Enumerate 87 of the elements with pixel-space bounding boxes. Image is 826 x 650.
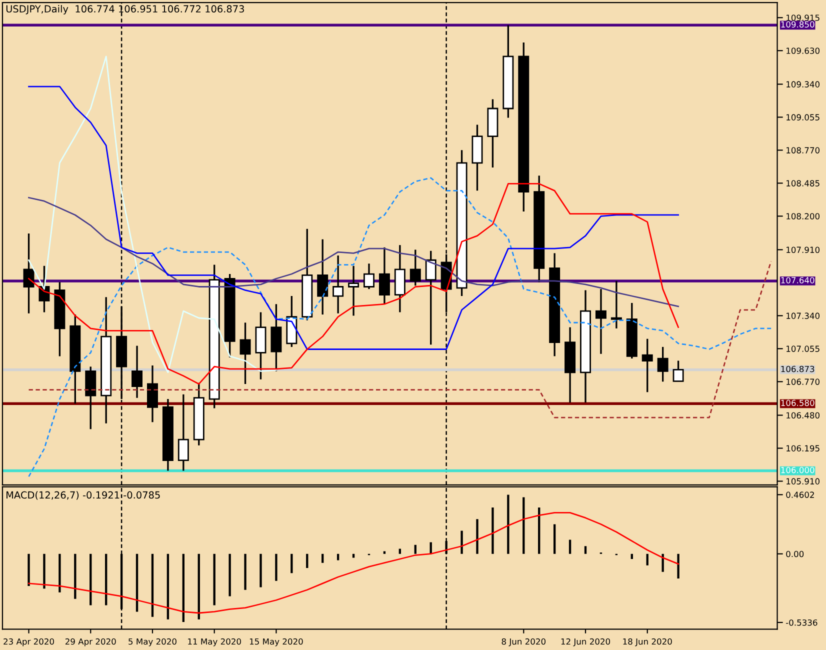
candlestick [240,322,251,385]
y-tick-label: 108.485 [786,180,820,186]
ref-line-label: 106.873 [781,366,814,372]
candlestick [178,394,189,472]
bar [677,554,680,579]
line-series [28,86,679,350]
x-tick-label: 11 May 2020 [188,638,241,646]
y-tick-label: 106.480 [786,412,820,419]
bar [228,554,231,596]
x-tick-label: 29 Apr 2020 [65,638,116,646]
y-tick-label: 107.055 [786,346,820,352]
x-tick-label: 18 Jun 2020 [623,638,672,646]
candlestick [317,238,328,316]
bar [198,554,200,620]
bar [460,530,463,554]
y-tick-label: 0.4602 [786,492,814,498]
line-series [28,196,679,308]
bar [398,548,402,554]
candlestick [332,254,344,314]
y-tick-label: 108.200 [786,213,820,220]
bar [275,554,278,581]
bar [538,508,540,554]
candlestick [147,364,158,423]
y-tick-label: 109.055 [786,114,820,120]
candlestick [378,246,390,305]
ref-line-label: 106.000 [781,466,814,474]
y-tick-label: 107.340 [786,312,820,319]
y-tick-label: 109.915 [786,14,820,21]
x-tick-label: 5 May 2020 [128,638,176,646]
bar [260,554,262,588]
candlestick [23,232,34,314]
bar [151,554,154,617]
bar [492,508,494,554]
line-series [28,56,277,374]
bar [336,554,340,560]
bar [166,554,170,620]
bar [522,497,525,554]
bar [414,544,416,554]
bar [105,554,108,606]
y-tick-label: 106.195 [786,445,820,452]
chart-title: MACD(12,26,7) -0.1921 -0.0785 [6,491,160,500]
y-tick-label: 108.770 [786,147,820,154]
bar [182,554,184,622]
bar [58,554,61,592]
bar [507,494,510,554]
bar [383,551,386,554]
candlestick [642,338,653,393]
chart-title: USDJPY,Daily 106.774 106.951 106.772 106.873 [6,5,244,14]
bar [43,554,46,589]
bar [568,540,572,554]
y-tick-label: -0.5336 [786,619,818,626]
candlestick [132,344,143,399]
candlestick [610,280,622,330]
line-series [28,512,679,614]
x-tick-label: 12 Jun 2020 [561,638,610,646]
bar [90,554,92,606]
candlestick [410,248,421,286]
bar [646,554,648,566]
bar [584,546,587,554]
bar [213,554,216,606]
x-tick-label: 15 May 2020 [250,638,303,646]
ref-line-label: 106.580 [781,400,814,406]
candlestick [657,346,668,382]
y-tick-label: 106.770 [786,378,820,385]
bar [553,524,556,554]
bar [476,519,478,554]
y-tick-label: 107.910 [786,246,820,253]
bar [306,554,308,568]
bar [322,554,324,563]
line-series [28,260,772,418]
candlestick [595,288,606,355]
candlestick [364,262,374,290]
x-tick-label: 8 Jun 2020 [502,638,546,646]
bar [290,554,293,574]
candlestick [672,360,684,382]
y-tick-label: 105.910 [786,478,820,484]
y-tick-label: 0.00 [786,550,804,558]
candlestick [348,265,360,317]
bar [28,554,30,586]
bar [244,554,246,590]
ref-line-label: 109.850 [781,21,814,28]
candlestick [425,250,436,346]
x-tick-label: 23 Apr 2020 [4,638,54,646]
ref-line-label: 107.640 [781,277,814,284]
line-series [28,177,772,478]
y-tick-label: 109.340 [786,81,820,88]
y-tick-label: 109.630 [786,48,820,54]
